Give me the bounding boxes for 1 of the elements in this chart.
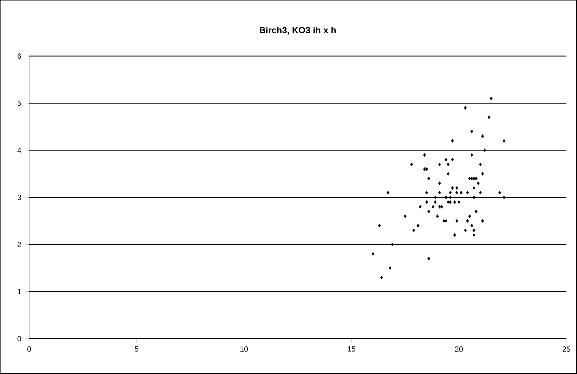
chart-title: Birch3, KO3 ih x h — [260, 26, 336, 35]
